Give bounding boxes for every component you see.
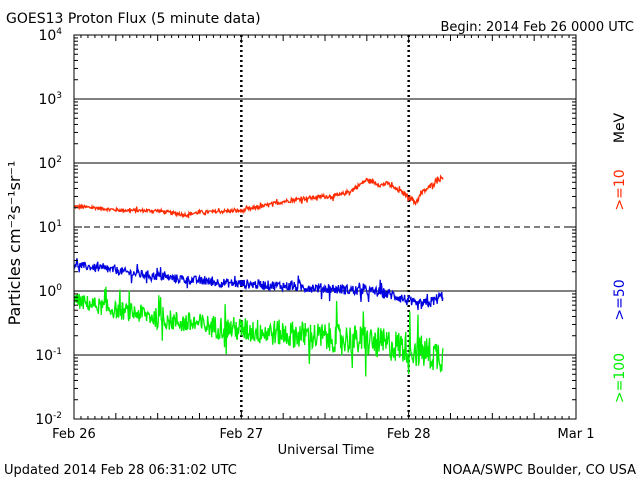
plot-grid: [74, 35, 576, 419]
data-source: NOAA/SWPC Boulder, CO USA: [443, 463, 636, 478]
y-axis-label: Particles cm⁻²s⁻¹sr⁻¹: [5, 161, 24, 326]
y-axis-ticks: 10-2 10-1 100 101 102 103 104: [35, 27, 576, 428]
begin-time: Begin: 2014 Feb 26 0000 UTC: [440, 20, 634, 35]
legend-entry: >=50: [612, 279, 628, 320]
x-axis-ticks: Feb 26 Feb 27 Feb 28 Mar 1: [52, 35, 594, 442]
y-tick-label: 104: [38, 27, 62, 44]
legend-entry: >=10: [612, 169, 628, 210]
x-tick-label: Feb 27: [219, 427, 263, 442]
y-tick-label: 103: [38, 91, 62, 108]
legend-entry: >=100: [612, 353, 628, 403]
y-tick-label: 101: [38, 219, 62, 236]
y-tick-label: 10-2: [35, 411, 62, 428]
y-tick-label: 10-1: [35, 347, 62, 364]
series-layer: [73, 174, 444, 377]
x-tick-label: Mar 1: [558, 427, 595, 442]
series-line: [73, 286, 444, 377]
y-tick-label: 100: [38, 283, 62, 300]
x-axis-label: Universal Time: [278, 443, 375, 458]
x-tick-label: Feb 26: [52, 427, 96, 442]
legend: >=10 >=50 >=100: [612, 169, 628, 403]
chart-title: GOES13 Proton Flux (5 minute data): [6, 11, 261, 27]
x-tick-label: Feb 28: [387, 427, 431, 442]
y-tick-label: 102: [38, 155, 62, 172]
series-line: [73, 258, 444, 311]
legend-energy-unit: MeV: [612, 112, 628, 143]
updated-timestamp: Updated 2014 Feb 28 06:31:02 UTC: [4, 463, 237, 478]
series-line: [73, 174, 444, 219]
